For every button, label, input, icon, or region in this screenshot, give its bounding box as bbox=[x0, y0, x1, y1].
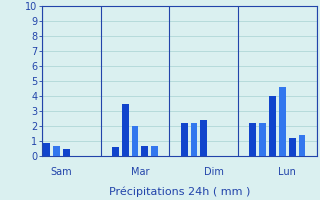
Bar bbox=[200, 120, 207, 156]
Bar bbox=[141, 146, 148, 156]
Bar bbox=[259, 123, 266, 156]
Text: Dim: Dim bbox=[204, 167, 224, 177]
Bar bbox=[279, 87, 286, 156]
Bar bbox=[53, 146, 60, 156]
Text: Lun: Lun bbox=[278, 167, 296, 177]
Bar bbox=[112, 147, 119, 156]
Bar bbox=[190, 123, 197, 156]
Bar bbox=[289, 138, 296, 156]
Bar bbox=[181, 123, 188, 156]
Bar bbox=[132, 126, 139, 156]
Bar bbox=[63, 148, 70, 156]
Bar bbox=[299, 135, 306, 156]
Bar bbox=[250, 123, 256, 156]
Bar bbox=[122, 104, 129, 156]
Text: Mar: Mar bbox=[131, 167, 149, 177]
Bar bbox=[43, 142, 50, 156]
Text: Sam: Sam bbox=[51, 167, 72, 177]
Bar bbox=[151, 146, 158, 156]
Text: Précipitations 24h ( mm ): Précipitations 24h ( mm ) bbox=[108, 187, 250, 197]
Bar bbox=[269, 96, 276, 156]
